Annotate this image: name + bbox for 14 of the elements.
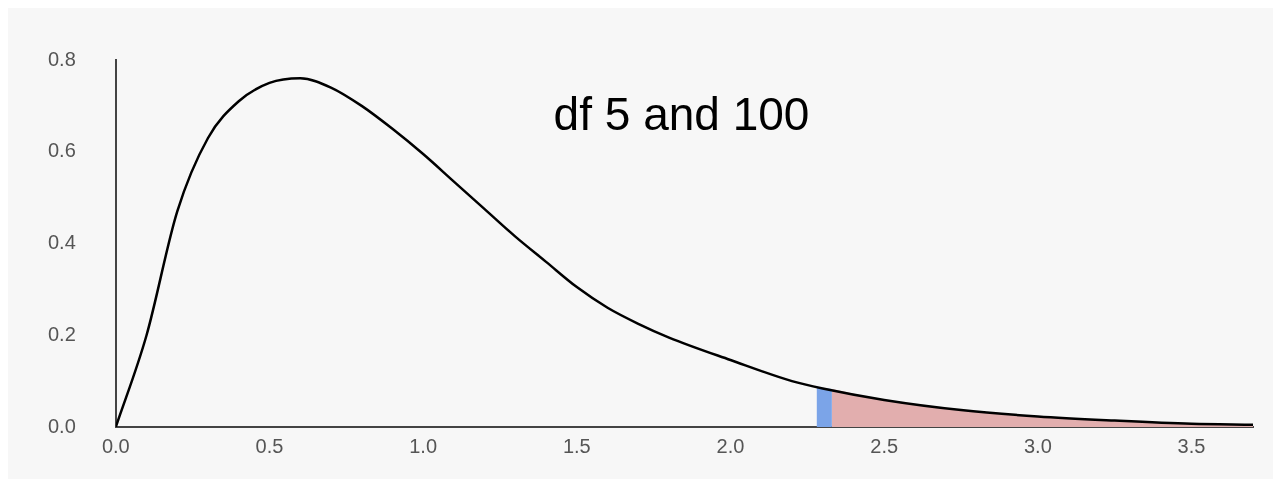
x-tick-label: 1.0: [409, 434, 438, 457]
x-tick-label: 0.5: [255, 434, 284, 457]
y-tick-label: 0.8: [47, 47, 76, 70]
y-tick-label: 0.6: [47, 139, 76, 162]
y-tick-label: 0.2: [47, 322, 76, 345]
x-tick-label: 1.5: [562, 434, 591, 457]
x-tick-label: 3.0: [1023, 434, 1052, 457]
x-tick-label: 2.0: [716, 434, 745, 457]
x-tick-label: 2.5: [870, 434, 899, 457]
x-tick-label: 3.5: [1177, 434, 1206, 457]
y-tick-label: 0.4: [47, 231, 76, 254]
annotation: df 5 and 100: [553, 88, 810, 140]
x-tick-label: 0.0: [101, 434, 130, 457]
y-tick-label: 0.0: [47, 414, 76, 437]
